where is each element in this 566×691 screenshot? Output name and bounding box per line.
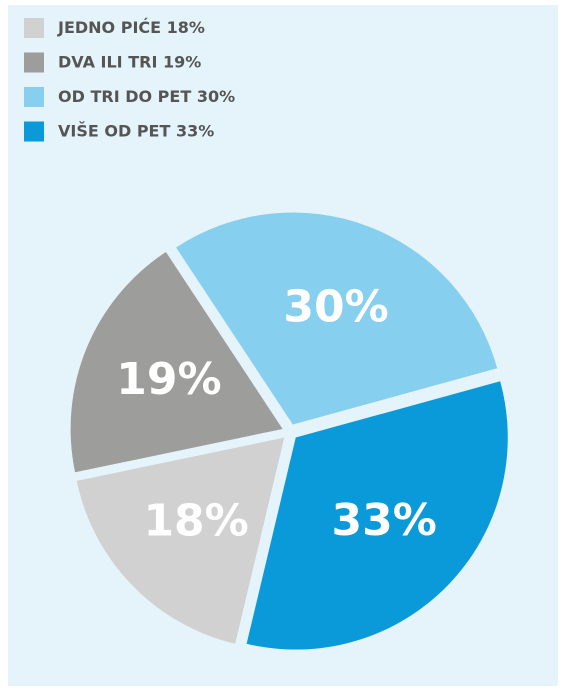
pie-slice	[246, 381, 508, 650]
legend-swatch	[24, 87, 44, 107]
legend-category: VIŠE OD PET	[58, 121, 170, 140]
legend-category: OD TRI DO PET	[58, 87, 191, 106]
slice-label: 19%	[116, 354, 221, 405]
legend-value: 19%	[163, 52, 201, 71]
pie-slice	[76, 437, 285, 644]
pie-slice	[70, 251, 283, 473]
slice-label: 33%	[332, 495, 437, 546]
legend-label: OD TRI DO PET 30%	[58, 87, 235, 106]
slice-label: 30%	[283, 281, 388, 332]
legend-category: JEDNO PIĆE	[57, 18, 161, 37]
legend-value: 18%	[167, 18, 205, 37]
legend-category: DVA ILI TRI	[58, 52, 157, 71]
legend-value: 30%	[197, 87, 235, 106]
slice-label: 18%	[143, 495, 248, 546]
legend-swatch	[24, 121, 44, 142]
pie-slice	[176, 212, 498, 425]
legend-swatch	[24, 52, 44, 73]
legend-label: VIŠE OD PET 33%	[58, 121, 214, 140]
legend-value: 33%	[176, 121, 214, 140]
legend-label: DVA ILI TRI 19%	[58, 52, 201, 71]
legend-swatch	[24, 18, 44, 38]
legend-label: JEDNO PIĆE 18%	[57, 18, 205, 37]
